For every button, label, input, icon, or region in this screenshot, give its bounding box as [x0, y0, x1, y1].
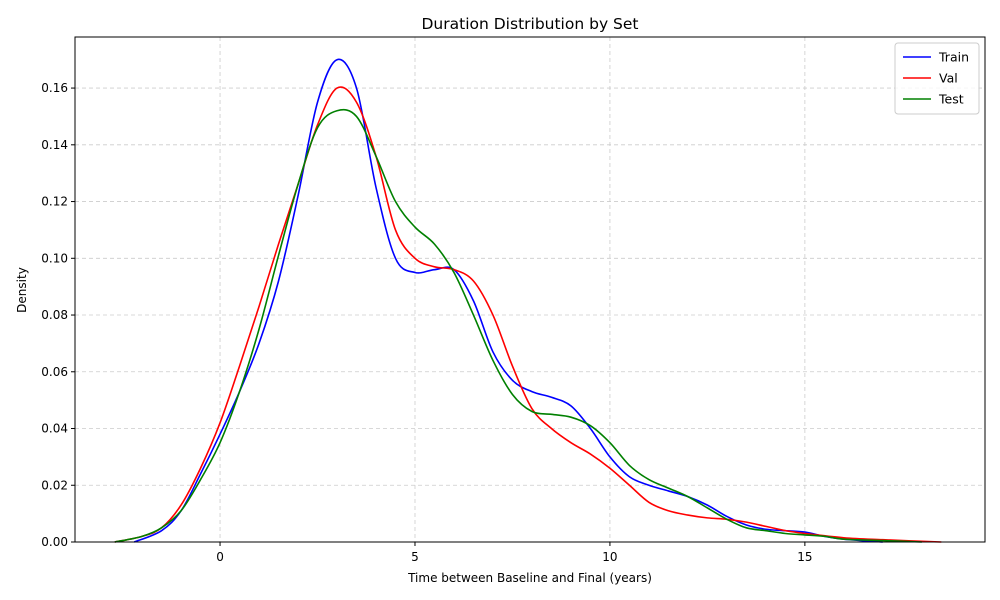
legend: Train Val Test	[894, 42, 980, 115]
series-line-val	[114, 86, 942, 543]
legend-box	[894, 42, 980, 115]
x-tick-label: 10	[602, 550, 617, 564]
y-tick-label: 0.08	[41, 308, 68, 322]
y-tick-label: 0.10	[41, 251, 68, 265]
legend-label-val: Val	[939, 71, 958, 86]
x-tick-label: 5	[411, 550, 419, 564]
y-tick-label: 0.12	[41, 195, 68, 209]
x-tick-label: 15	[797, 550, 812, 564]
x-axis-ticks: 0 5 10 15	[216, 542, 813, 564]
chart-title: Duration Distribution by Set	[422, 15, 639, 33]
y-tick-label: 0.06	[41, 365, 68, 379]
series-line-test	[114, 108, 922, 543]
y-axis-ticks: 0.00 0.02 0.04 0.06 0.08 0.10 0.12 0.14 0.16	[41, 81, 75, 549]
y-tick-label: 0.02	[41, 478, 68, 492]
plot-frame	[74, 36, 986, 543]
x-tick-label: 0	[216, 550, 224, 564]
x-axis-label: Time between Baseline and Final (years)	[407, 571, 652, 585]
y-tick-label: 0.16	[41, 81, 68, 95]
y-tick-label: 0.04	[41, 422, 68, 436]
y-tick-label: 0.00	[41, 535, 68, 549]
plot-lines	[114, 58, 942, 543]
series-line-train	[133, 58, 883, 543]
y-tick-label: 0.14	[41, 138, 68, 152]
y-axis-label: Density	[15, 267, 29, 313]
legend-label-test: Test	[938, 92, 964, 107]
grid	[75, 37, 985, 543]
legend-label-train: Train	[938, 50, 969, 65]
